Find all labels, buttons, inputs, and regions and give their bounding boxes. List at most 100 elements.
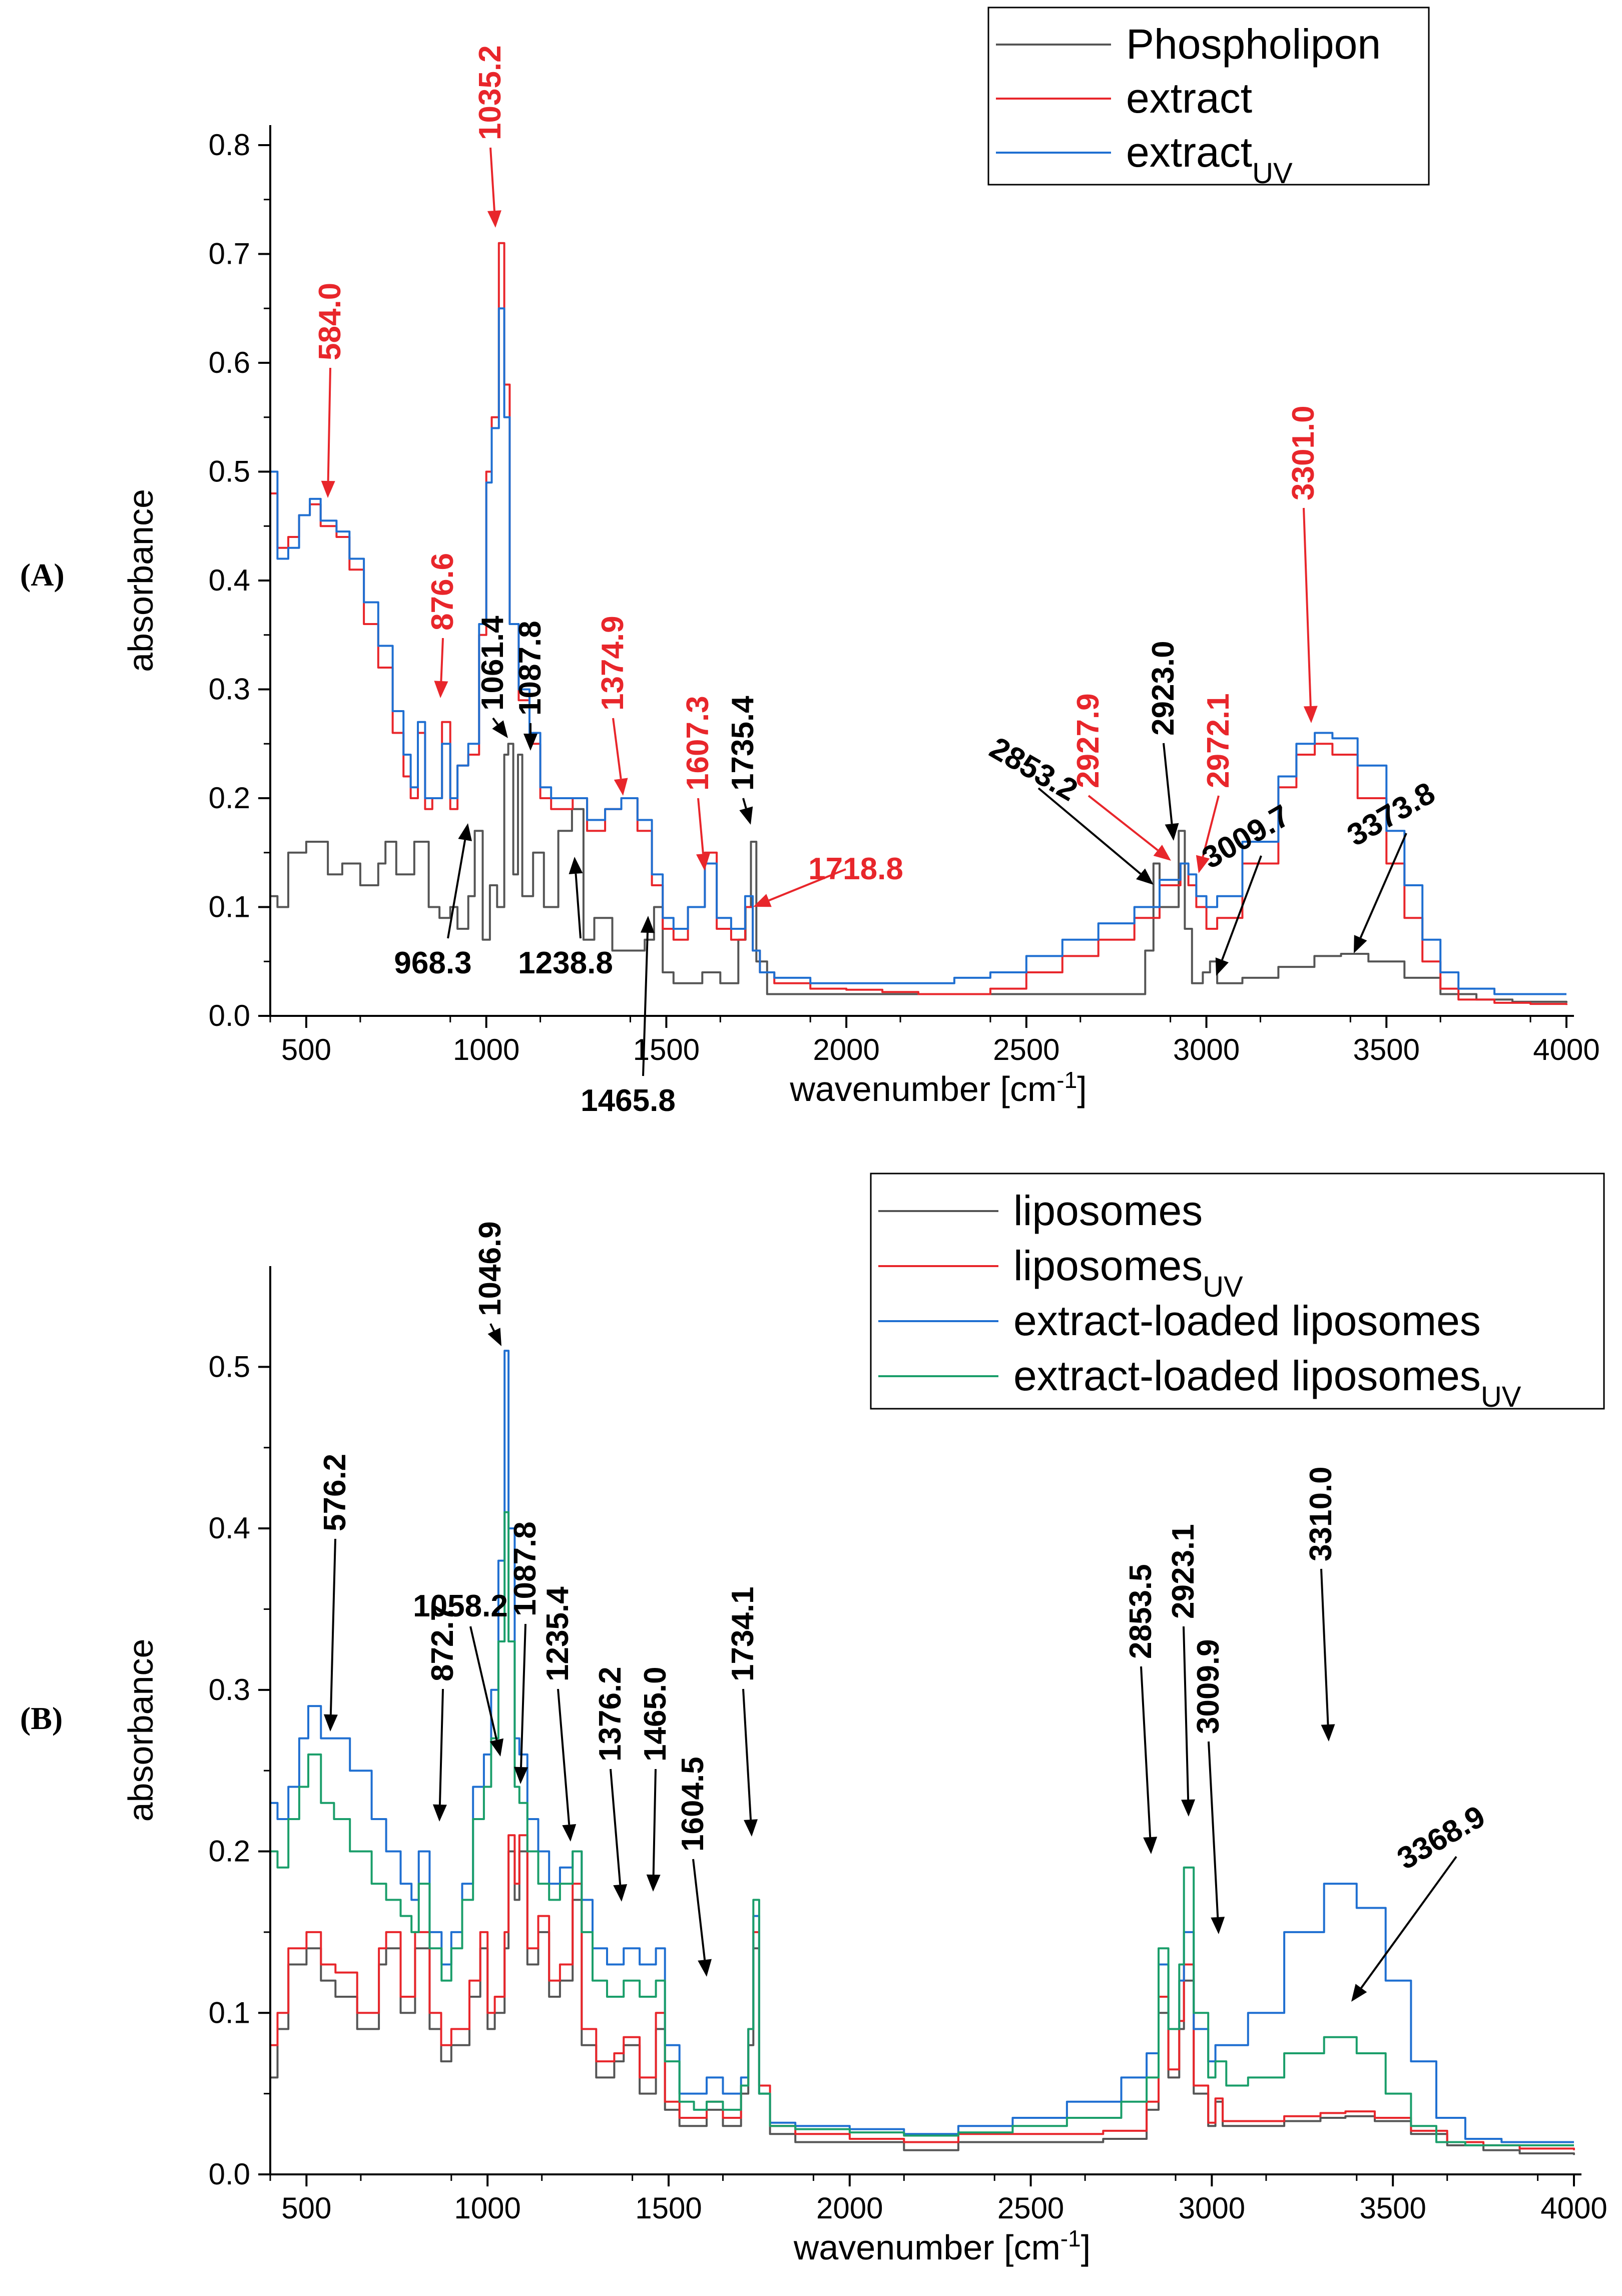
peak-label-b-10: 2853.5 [1124, 1564, 1158, 1659]
y-tick-label: 0.1 [209, 890, 250, 924]
peak-arrowhead-b-14 [1351, 1984, 1367, 2002]
peak-label-b-11: 2923.1 [1166, 1524, 1201, 1619]
y-tick-label: 0.0 [209, 2157, 250, 2191]
peak-arrowhead-b-0 [323, 1714, 338, 1732]
peak-arrowhead-b-1 [432, 1804, 447, 1822]
peak-arrow-b-1 [438, 1688, 444, 1805]
series-line-a-0 [270, 743, 1567, 1003]
peak-label-a-0: 584.0 [313, 283, 347, 360]
y-tick-label: 0.2 [209, 781, 250, 815]
x-tick-label: 1500 [635, 2191, 702, 2225]
x-tick-label: 500 [281, 1033, 331, 1066]
peak-label-b-6: 1376.2 [593, 1666, 628, 1762]
y-tick-label: 0.5 [209, 455, 250, 488]
legend-entry-0: liposomes [1013, 1187, 1203, 1234]
peak-arrowhead-a-3 [523, 734, 537, 751]
x-tick-label: 3000 [1179, 2191, 1245, 2225]
peak-label-a-3: 1087.8 [513, 621, 548, 716]
peak-arrow-a-4 [489, 147, 495, 211]
peak-arrow-b-14 [1360, 1856, 1457, 1989]
legend-entry-text: extract-loaded liposomes [1013, 1352, 1481, 1399]
x-axis-label-text: wavenumber [cm [789, 1069, 1056, 1108]
legend-box [987, 7, 1430, 186]
peak-arrow-b-2 [469, 1626, 498, 1741]
peak-arrowhead-a-11 [640, 916, 655, 933]
x-tick-label: 1000 [454, 2191, 520, 2225]
legend-entry-subscript: UV [1252, 157, 1293, 190]
peak-arrow-a-6 [697, 798, 704, 854]
legend-entry-text: liposomes [1013, 1187, 1203, 1234]
peak-arrow-a-1 [440, 638, 444, 682]
x-tick-label: 2500 [993, 1033, 1059, 1066]
series-line-b-3 [270, 1511, 1574, 2146]
peak-label-a-14: 2923.0 [1146, 641, 1181, 736]
peak-arrowhead-a-12 [1136, 868, 1154, 885]
x-axis-label-superscript: -1 [1056, 1067, 1077, 1093]
peak-label-a-8: 1718.8 [808, 852, 903, 886]
legend-entry-0: Phospholipon [1126, 21, 1381, 68]
panel-a-chart: 500 1000 1500 2000 2500 3000 3500 40000.00.10.2… [20, 7, 1600, 1118]
legend-box [870, 1173, 1605, 1410]
peak-label-b-5: 1235.4 [540, 1586, 575, 1681]
y-tick-label: 0.6 [209, 346, 250, 379]
peak-label-b-0: 576.2 [318, 1454, 352, 1531]
x-tick-label: 500 [281, 2191, 331, 2225]
legend-entry-subscript: UV [1203, 1271, 1243, 1303]
panel-b-chart: 500 1000 1500 2000 2500 3000 3500 4000 0.0 0.1 0.2… [20, 1173, 1607, 2267]
peak-arrow-b-8 [692, 1859, 706, 1960]
peak-arrowhead-a-4 [487, 210, 501, 228]
peak-arrow-a-18 [1359, 833, 1407, 938]
peak-label-b-12: 3009.9 [1191, 1639, 1226, 1734]
peak-label-b-7: 1465.0 [638, 1666, 673, 1762]
peak-arrow-b-12 [1208, 1741, 1219, 1918]
x-axis-label: wavenumber [cm-1] [793, 2225, 1091, 2267]
peak-label-a-4: 1035.2 [473, 45, 507, 140]
y-tick-label: 0.5 [209, 1350, 250, 1383]
peak-arrow-a-12 [1037, 787, 1142, 875]
peak-arrowhead-a-7 [739, 806, 753, 825]
x-tick-label: 4000 [1540, 2191, 1607, 2225]
peak-label-b-13: 3310.0 [1304, 1466, 1338, 1561]
peak-arrowhead-a-6 [696, 853, 710, 871]
peak-arrowhead-a-0 [321, 480, 335, 498]
peak-arrowhead-b-12 [1211, 1917, 1225, 1934]
y-axis-label: absorbance [121, 489, 160, 672]
peak-label-a-7: 1735.4 [726, 696, 760, 791]
x-axis-label: wavenumber [cm-1] [789, 1067, 1087, 1108]
y-tick-label: 0.4 [209, 563, 250, 597]
peak-arrowhead-a-15 [1196, 855, 1210, 873]
peak-arrowhead-b-13 [1321, 1724, 1335, 1742]
peak-arrow-a-7 [742, 798, 747, 809]
peak-label-a-6: 1607.3 [681, 696, 715, 791]
peak-arrow-a-11 [642, 932, 649, 1076]
y-tick-label: 0.7 [209, 237, 250, 271]
peak-arrow-a-14 [1163, 743, 1173, 824]
peak-arrow-a-2 [492, 717, 499, 726]
peak-arrow-a-17 [1221, 855, 1262, 960]
peak-label-b-3: 1046.9 [473, 1221, 507, 1316]
legend-entry-text: liposomes [1013, 1242, 1203, 1289]
peak-label-a-5: 1374.9 [596, 616, 630, 711]
peak-label-a-13: 2927.9 [1071, 693, 1106, 788]
peak-arrow-b-3 [489, 1323, 495, 1332]
series-line-b-1 [270, 1834, 1575, 2150]
peak-arrowhead-a-18 [1354, 935, 1367, 953]
peak-arrowhead-a-14 [1165, 823, 1179, 841]
peak-arrowhead-a-2 [492, 720, 508, 738]
peak-arrow-b-7 [652, 1769, 657, 1875]
peak-label-a-16: 3301.0 [1286, 405, 1321, 500]
peak-arrow-b-5 [557, 1688, 571, 1825]
peak-arrow-a-0 [327, 367, 331, 481]
legend-entry-text: extract [1126, 75, 1252, 122]
peak-label-a-1: 876.6 [425, 553, 460, 631]
peak-label-a-12: 2853.2 [984, 731, 1084, 808]
peak-arrow-a-15 [1202, 795, 1220, 857]
x-tick-label: 3500 [1353, 1033, 1420, 1066]
peak-label-b-8: 1604.5 [676, 1757, 710, 1852]
legend-entry-text: extract-loaded liposomes [1013, 1297, 1481, 1344]
x-tick-label: 4000 [1533, 1033, 1599, 1066]
legend-entry-1: extract [1126, 75, 1252, 122]
x-tick-label: 2500 [997, 2191, 1064, 2225]
x-tick-label: 1000 [453, 1033, 519, 1066]
peak-label-b-9: 1734.1 [726, 1586, 760, 1681]
